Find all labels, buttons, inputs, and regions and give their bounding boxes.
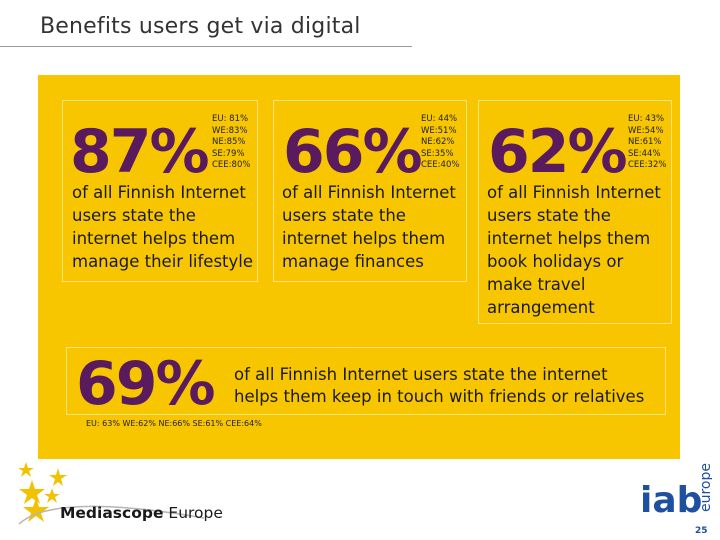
card-finances — [273, 100, 467, 282]
card-lifestyle-percent: 87% — [70, 117, 210, 187]
brand-bold: Mediascope — [60, 504, 164, 522]
stat-line: SE:79% — [212, 148, 245, 159]
stat-line: CEE:32% — [628, 160, 667, 170]
title-underline — [0, 46, 412, 47]
card-travel — [478, 100, 672, 324]
card-lifestyle-text: of all Finnish Internet users state the … — [72, 183, 254, 271]
stars-logo-icon — [18, 462, 205, 525]
iab-sub-text: europe — [698, 463, 712, 512]
card-travel-percent: 62% — [488, 117, 628, 187]
card-finances-text: of all Finnish Internet users state the … — [282, 183, 456, 271]
card-friends-percent: 69% — [76, 349, 216, 419]
stat-line: CEE:80% — [212, 160, 251, 170]
stat-line: EU: 44% — [421, 114, 458, 124]
card-lifestyle-stats: EU: 81% WE:83% NE:85% SE:79% CEE:80% — [212, 114, 258, 172]
page-number: 25 — [695, 526, 708, 536]
stat-line: EU: 81% — [212, 114, 249, 124]
stat-line: NE:61% — [628, 137, 662, 147]
stat-line: NE:85% — [212, 137, 246, 147]
slide-title: Benefits users get via digital — [40, 14, 361, 39]
stat-line: NE:62% — [421, 137, 455, 147]
card-travel-stats: EU: 43% WE:54% NE:61% SE:44% CEE:32% — [628, 114, 674, 172]
iab-europe-logo-icon: iab europe — [640, 463, 712, 521]
card-finances-percent: 66% — [283, 117, 423, 187]
stat-line: CEE:40% — [421, 160, 460, 170]
card-friends — [66, 347, 666, 415]
stat-line: SE:44% — [628, 148, 661, 159]
card-friends-stats: EU: 63% WE:62% NE:66% SE:61% CEE:64% — [86, 419, 262, 428]
stat-line: WE:83% — [212, 125, 248, 136]
stat-line: WE:51% — [421, 125, 457, 136]
card-finances-stats: EU: 44% WE:51% NE:62% SE:35% CEE:40% — [421, 114, 467, 172]
mediascope-brand: Mediascope Europe — [60, 504, 223, 522]
stat-line: EU: 43% — [628, 114, 665, 124]
stat-line: WE:54% — [628, 125, 664, 136]
card-travel-text: of all Finnish Internet users state the … — [487, 183, 661, 317]
stat-line: SE:35% — [421, 148, 454, 159]
brand-rest: Europe — [163, 504, 223, 522]
iab-logo-text: iab — [640, 480, 702, 521]
yellow-panel — [38, 75, 680, 459]
card-friends-text: of all Finnish Internet users state the … — [234, 365, 645, 406]
card-lifestyle — [62, 100, 258, 282]
